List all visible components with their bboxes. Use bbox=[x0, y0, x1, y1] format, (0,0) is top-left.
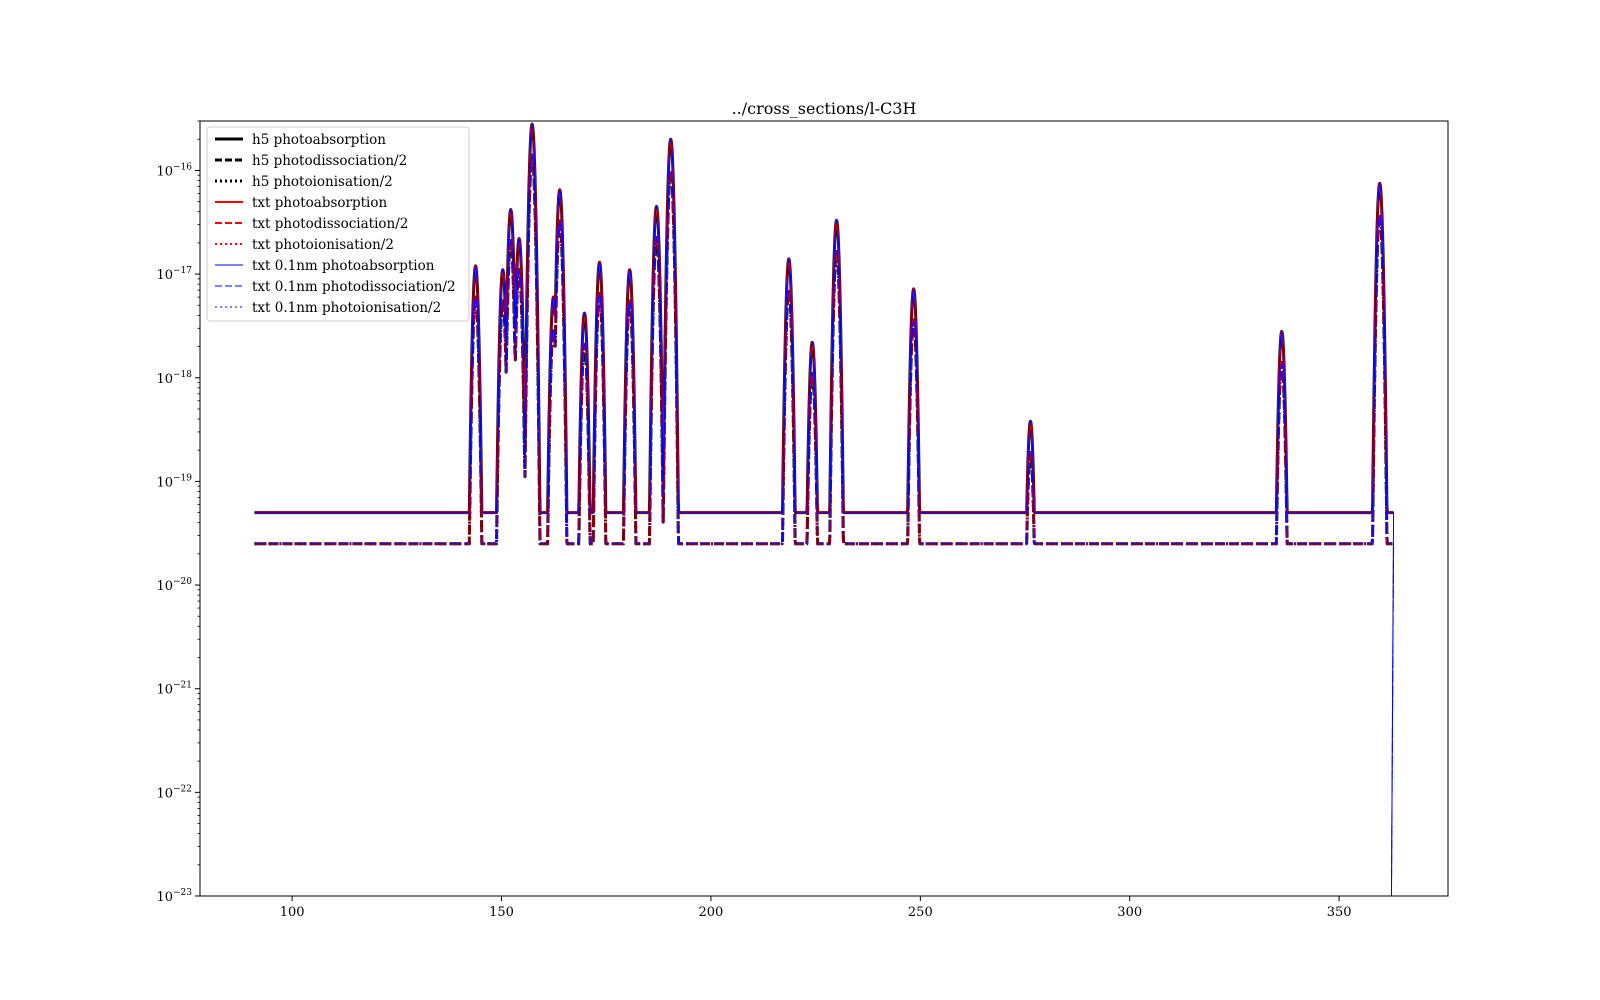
y-tick-label: 10−23 bbox=[156, 888, 192, 905]
y-tick-label: 10−21 bbox=[156, 681, 192, 698]
y-tick-label: 10−18 bbox=[156, 370, 192, 387]
series-line-7 bbox=[254, 123, 1395, 896]
legend-label: txt 0.1nm photoionisation/2 bbox=[252, 300, 441, 316]
legend-label: txt photoionisation/2 bbox=[252, 237, 394, 253]
y-tick-label: 10−20 bbox=[156, 577, 192, 594]
legend-label: txt 0.1nm photoabsorption bbox=[252, 258, 435, 274]
x-tick-label: 200 bbox=[699, 905, 724, 920]
legend: h5 photoabsorption h5 photodissociation/2… bbox=[206, 126, 470, 322]
x-axis: 100 150 200 250 300 350 bbox=[280, 896, 1352, 920]
legend-label: h5 photoionisation/2 bbox=[252, 174, 393, 190]
legend-label: h5 photoabsorption bbox=[252, 132, 386, 148]
legend-label: txt 0.1nm photodissociation/2 bbox=[252, 279, 456, 295]
chart-title: ../cross_sections/l-C3H bbox=[732, 99, 917, 118]
y-tick-label: 10−22 bbox=[156, 784, 192, 801]
y-axis: 10−23 10−22 10−21 10−20 10−19 10−18 10−17 10−16 bbox=[156, 120, 200, 905]
plot-frame bbox=[199, 120, 1449, 897]
series-line-8 bbox=[254, 154, 1395, 896]
x-tick-label: 300 bbox=[1117, 905, 1142, 920]
y-tick-label: 10−16 bbox=[156, 162, 192, 179]
legend-label: txt photodissociation/2 bbox=[252, 216, 408, 232]
x-tick-label: 150 bbox=[489, 905, 514, 920]
series-layer bbox=[253, 122, 1395, 896]
y-tick-label: 10−19 bbox=[156, 473, 192, 490]
legend-label: txt photoabsorption bbox=[252, 195, 387, 211]
legend-label: h5 photodissociation/2 bbox=[252, 153, 407, 169]
legend-box bbox=[206, 126, 470, 322]
x-tick-label: 250 bbox=[908, 905, 933, 920]
x-tick-label: 100 bbox=[280, 905, 305, 920]
x-tick-label: 350 bbox=[1327, 905, 1352, 920]
y-tick-label: 10−17 bbox=[156, 266, 192, 283]
